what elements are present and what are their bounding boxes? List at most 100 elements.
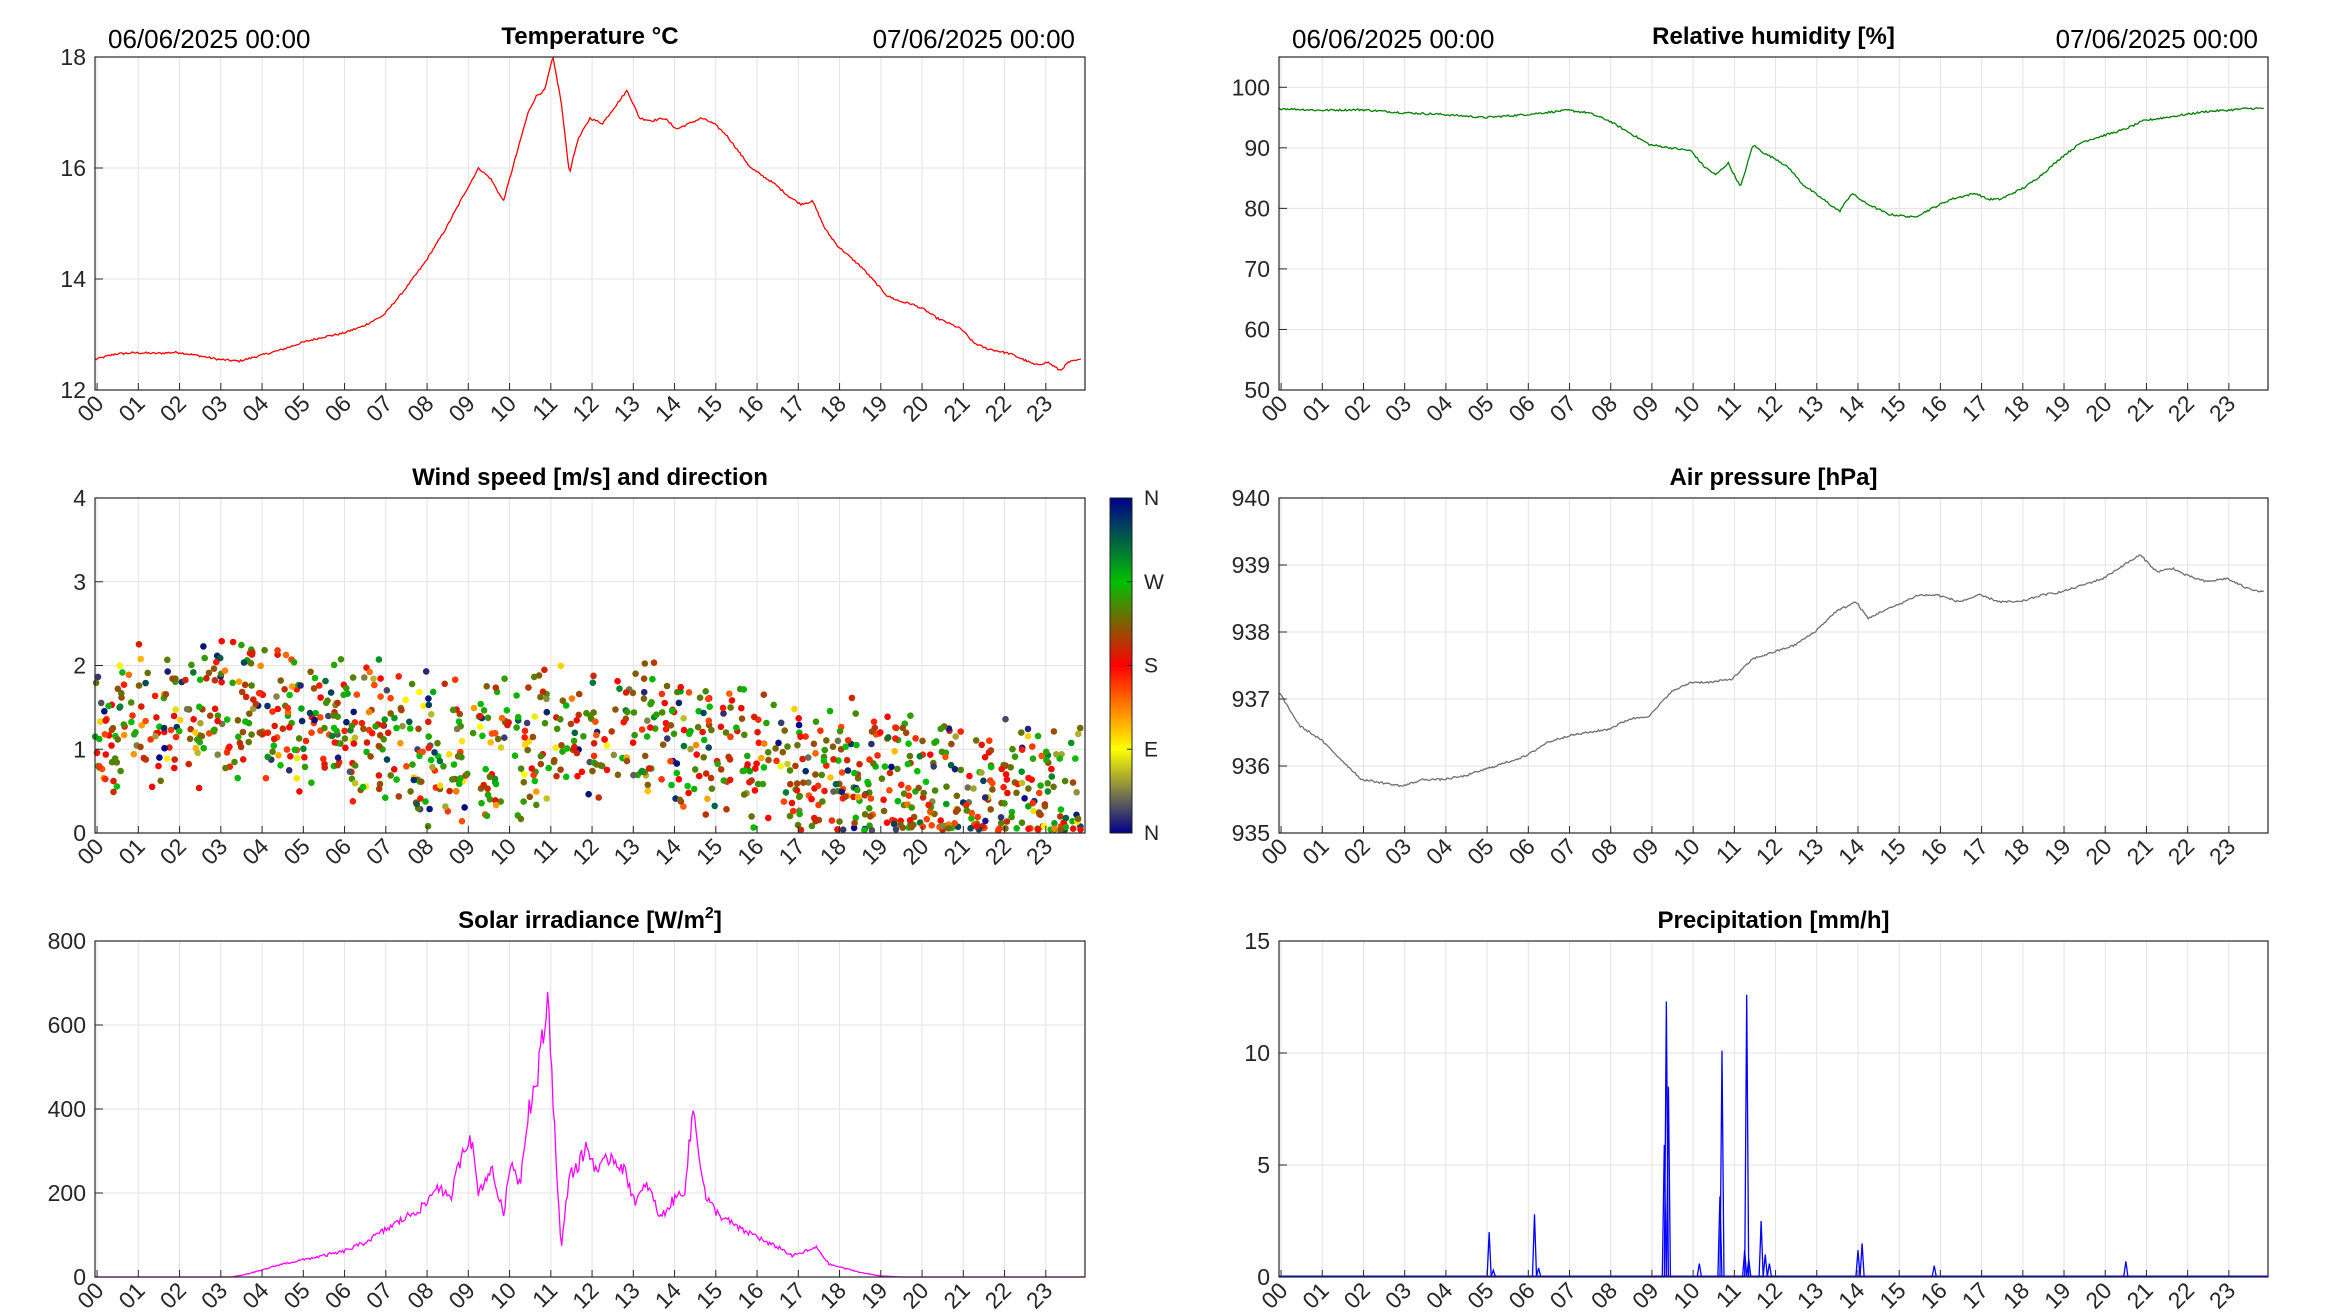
temperature-ytick-label: 18 — [60, 44, 86, 70]
wind-point — [296, 788, 303, 795]
precipitation-spike — [1535, 1267, 1542, 1277]
pressure-ytick-label: 935 — [1232, 820, 1270, 846]
wind-point — [700, 754, 707, 761]
wind-xtick-label: 21 — [938, 833, 974, 869]
wind-point — [675, 699, 683, 707]
wind-point — [186, 735, 194, 743]
solar-xtick-label: 03 — [196, 1277, 232, 1313]
wind-point — [987, 806, 994, 813]
precipitation-xtick-label: 08 — [1586, 1277, 1622, 1313]
wind-point — [287, 753, 294, 760]
wind-point — [644, 717, 651, 724]
wind-point — [823, 737, 830, 744]
wind-point — [616, 685, 623, 692]
wind-point — [963, 807, 971, 814]
wind-point — [1002, 825, 1009, 832]
wind-point — [298, 705, 305, 712]
wind-point — [1074, 815, 1082, 823]
wind-point — [464, 770, 471, 778]
wind-point — [111, 755, 119, 762]
wind-point — [162, 691, 170, 698]
wind-point — [1073, 789, 1080, 796]
wind-point — [680, 742, 688, 750]
wind-point — [784, 760, 791, 768]
humidity-xtick-label: 08 — [1586, 390, 1622, 426]
wind-point — [275, 752, 282, 759]
wind-point — [102, 717, 109, 724]
wind-point — [376, 780, 384, 788]
wind-point — [905, 792, 913, 799]
pressure-xtick-label: 08 — [1586, 833, 1622, 869]
wind-point — [794, 741, 801, 749]
wind-point — [529, 733, 537, 741]
wind-xtick-label: 17 — [773, 833, 809, 869]
wind-point — [699, 728, 706, 736]
wind-point — [684, 782, 691, 790]
wind-point — [383, 756, 391, 763]
wind-point — [1021, 795, 1028, 802]
pressure-xtick-label: 15 — [1874, 833, 1910, 869]
wind-point — [148, 783, 156, 791]
wind-point — [603, 766, 611, 774]
wind-point — [334, 761, 342, 769]
wind-point — [914, 767, 921, 775]
wind-point — [658, 776, 665, 783]
wind-point — [1037, 782, 1044, 789]
wind-point — [861, 792, 868, 799]
wind-point — [827, 774, 834, 781]
wind-point — [488, 730, 496, 737]
wind-point — [943, 783, 950, 790]
wind-point — [445, 751, 453, 758]
wind-point — [972, 737, 980, 744]
wind-point — [675, 776, 683, 783]
wind-point — [658, 709, 666, 716]
solar-xtick-label: 17 — [773, 1277, 809, 1313]
humidity-xtick-label: 11 — [1711, 390, 1746, 425]
wind-point — [135, 682, 143, 689]
wind-point — [812, 718, 820, 725]
temperature-xtick-label: 03 — [196, 390, 232, 426]
precipitation-xtick-label: 10 — [1668, 1277, 1704, 1313]
wind-point — [160, 724, 168, 732]
wind-point — [1062, 823, 1070, 831]
wind-point — [754, 780, 762, 788]
wind-point — [325, 712, 332, 720]
precipitation-ytick-label: 15 — [1244, 928, 1270, 954]
wind-point — [1069, 779, 1077, 786]
wind-point — [856, 760, 863, 768]
wind-point — [418, 778, 425, 785]
wind-point — [196, 703, 203, 711]
wind-point — [868, 728, 876, 735]
wind-point — [427, 711, 435, 718]
wind-point — [242, 693, 250, 701]
pressure-xtick-label: 21 — [2121, 833, 2157, 869]
wind-point — [426, 805, 433, 813]
wind-xtick-label: 23 — [1021, 833, 1057, 869]
wind-point — [492, 684, 500, 691]
wind-point — [573, 749, 581, 757]
wind-point — [1061, 777, 1069, 785]
wind-point — [526, 793, 534, 801]
temperature-ytick-label: 14 — [60, 266, 86, 292]
wind-point — [928, 822, 935, 829]
wind-point — [907, 712, 914, 719]
wind-point — [330, 661, 338, 669]
wind-point — [328, 732, 336, 740]
wind-point — [676, 796, 684, 804]
wind-point — [779, 748, 787, 756]
wind-point — [539, 688, 547, 695]
wind-point — [1000, 783, 1007, 791]
wind-point — [164, 668, 171, 675]
wind-point — [543, 695, 550, 703]
wind-point — [677, 683, 684, 691]
humidity-xtick-label: 15 — [1874, 390, 1910, 426]
solar-ytick-label: 400 — [48, 1096, 86, 1122]
wind-point — [188, 661, 195, 669]
wind-point — [417, 795, 424, 802]
wind-point — [952, 808, 960, 815]
wind-point — [525, 684, 532, 691]
wind-point — [308, 729, 315, 736]
pressure-xtick-label: 19 — [2039, 833, 2075, 869]
wind-point — [234, 717, 242, 724]
wind-point — [410, 776, 418, 784]
